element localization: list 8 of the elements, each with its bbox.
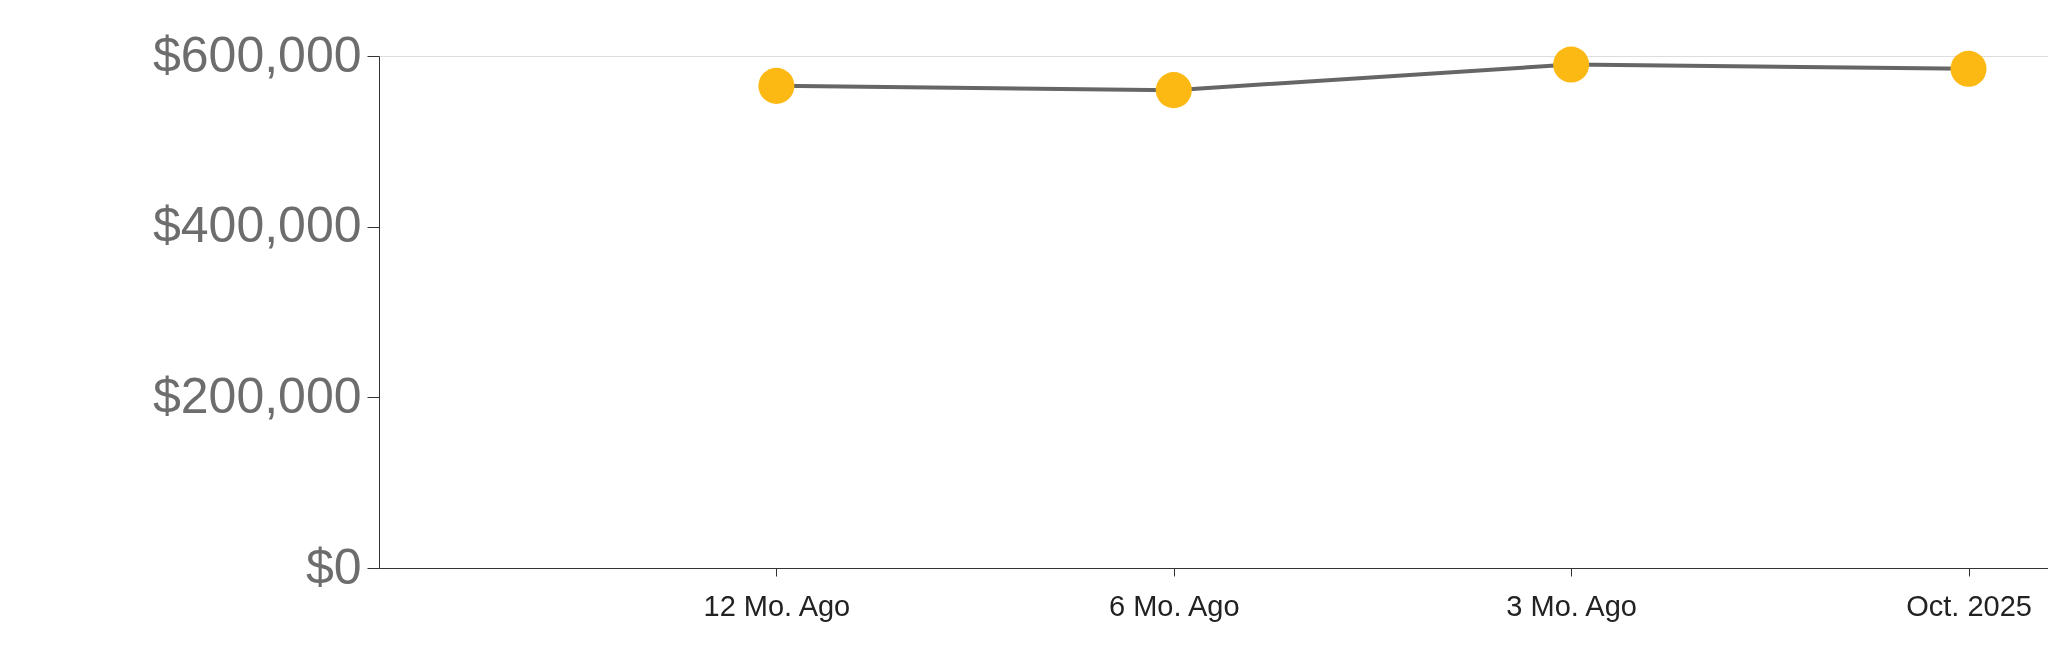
y-tick-label: $600,000: [152, 26, 362, 83]
y-tick-label: $0: [305, 538, 362, 595]
x-tick-label: Oct. 2025: [1906, 589, 2032, 622]
x-tick-label: 3 Mo. Ago: [1506, 589, 1637, 622]
y-tick-label: $400,000: [152, 197, 362, 254]
y-tick-label: $200,000: [152, 367, 362, 424]
x-tick-label: 6 Mo. Ago: [1108, 589, 1240, 622]
x-tick-label: 12 Mo. Ago: [703, 589, 851, 622]
